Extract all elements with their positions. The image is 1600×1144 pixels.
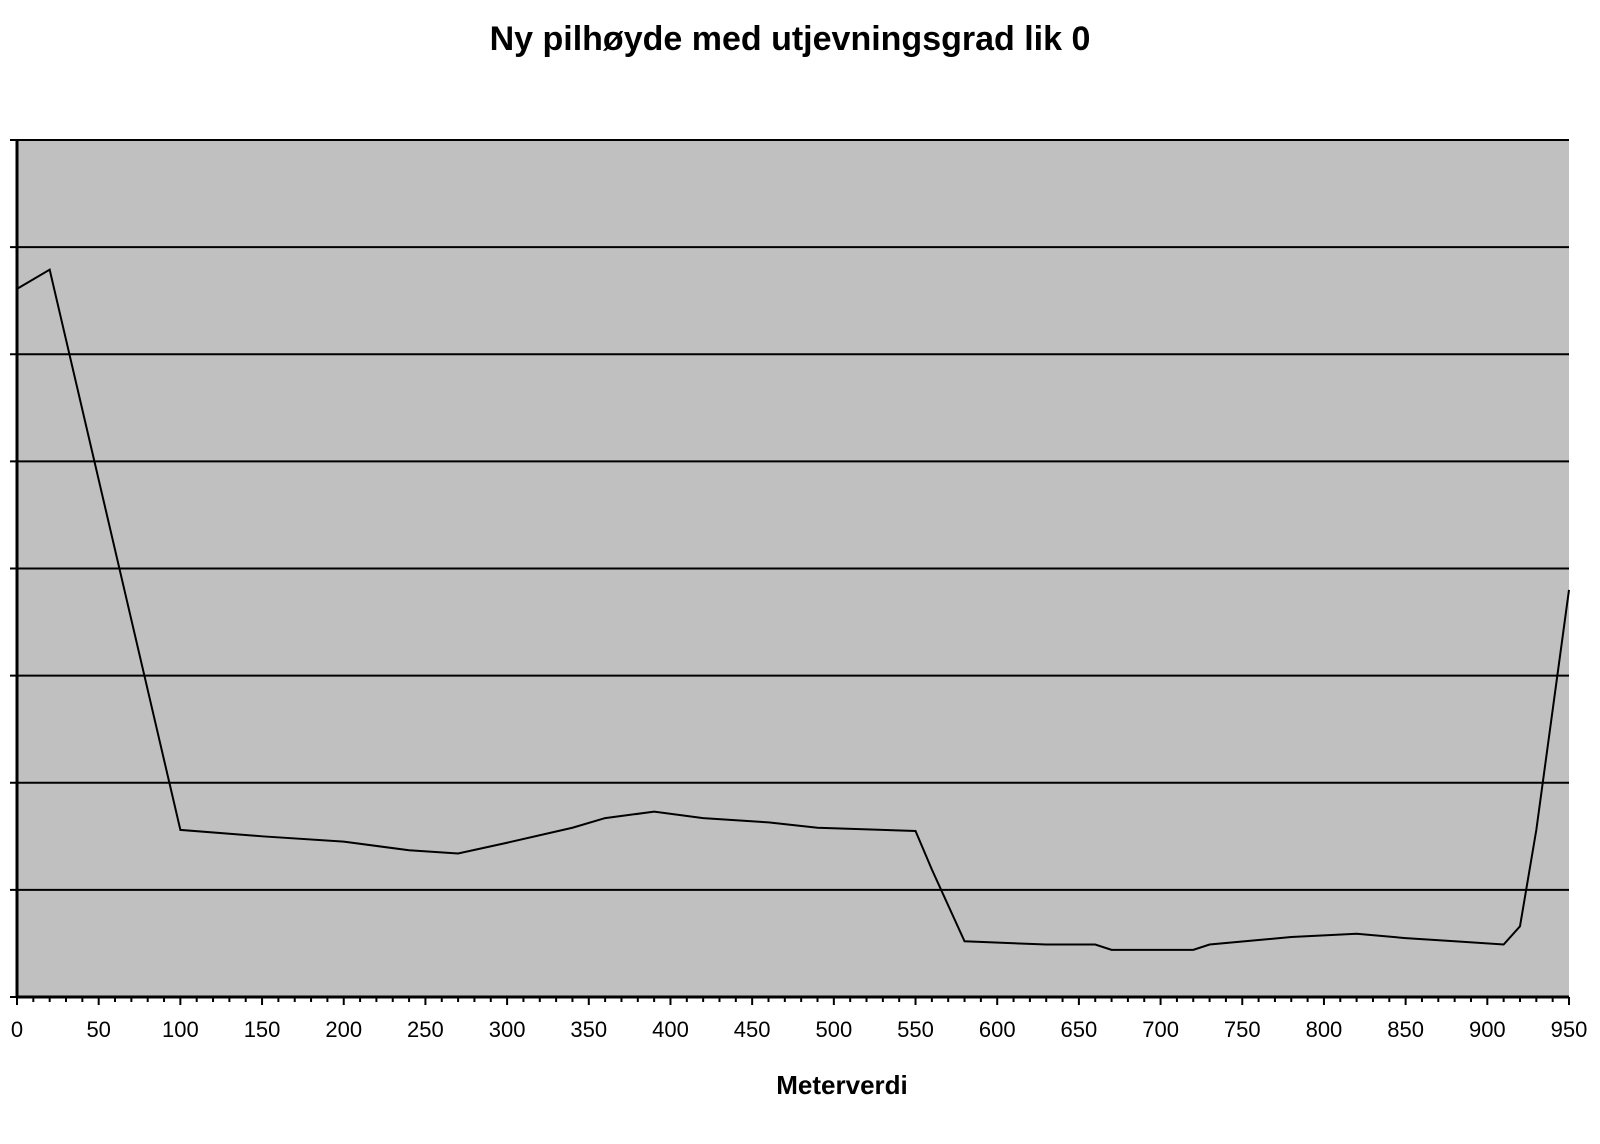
x-tick-label: 800 (1306, 1017, 1343, 1042)
x-tick-label: 0 (11, 1017, 23, 1042)
x-tick-label: 100 (162, 1017, 199, 1042)
x-tick-label: 950 (1551, 1017, 1588, 1042)
x-tick-label: 200 (325, 1017, 362, 1042)
x-tick-label: 250 (407, 1017, 444, 1042)
x-tick-label: 150 (244, 1017, 281, 1042)
x-tick-label: 350 (570, 1017, 607, 1042)
x-tick-label: 400 (652, 1017, 689, 1042)
x-tick-label: 450 (734, 1017, 771, 1042)
x-tick-label: 700 (1142, 1017, 1179, 1042)
x-tick-label: 750 (1224, 1017, 1261, 1042)
x-tick-label: 900 (1469, 1017, 1506, 1042)
x-tick-label: 850 (1387, 1017, 1424, 1042)
chart-title: Ny pilhøyde med utjevningsgrad lik 0 (490, 20, 1091, 58)
data-line (16, 268, 1570, 951)
x-tick-label: 500 (815, 1017, 852, 1042)
x-tick-label: 550 (897, 1017, 934, 1042)
x-tick-label: 300 (489, 1017, 526, 1042)
x-tick-label: 650 (1061, 1017, 1098, 1042)
x-axis-label: Meterverdi (776, 1070, 908, 1100)
x-tick-label: 600 (979, 1017, 1016, 1042)
x-tick-label: 50 (86, 1017, 110, 1042)
